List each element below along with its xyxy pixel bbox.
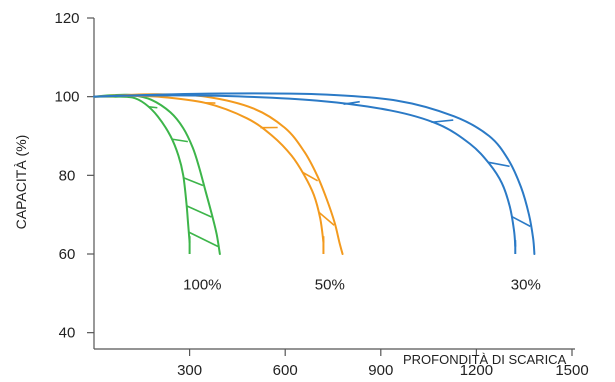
x-tick-label: 600 xyxy=(273,362,298,379)
series-hatch xyxy=(186,205,212,218)
series-lower-line xyxy=(93,94,325,244)
series-hatch xyxy=(487,161,510,168)
series-hatch xyxy=(343,100,360,105)
series-hatch xyxy=(317,211,335,226)
series-layer: 100% 50% 30% xyxy=(93,92,541,293)
series-100pct: 100% xyxy=(93,93,222,293)
series-hatch xyxy=(301,171,319,182)
series-hatch xyxy=(183,176,204,187)
axes xyxy=(93,18,575,350)
x-tick-label: 300 xyxy=(177,362,202,379)
series-hatch xyxy=(147,105,158,109)
x-tick-label: 1500 xyxy=(555,362,588,379)
y-axis-title: CAPACITÀ (%) xyxy=(13,135,29,230)
x-tick-label: 900 xyxy=(368,362,393,379)
series-upper-line xyxy=(93,92,536,255)
y-ticks: 40 60 80 100 120 xyxy=(54,10,94,342)
y-tick-label: 100 xyxy=(54,89,79,106)
series-label: 100% xyxy=(183,276,221,293)
x-tick-label: 1200 xyxy=(460,362,493,379)
y-tick-label: 40 xyxy=(59,325,76,342)
series-30pct: 30% xyxy=(93,92,541,293)
series-label: 50% xyxy=(315,276,345,293)
y-tick-label: 120 xyxy=(54,10,79,27)
x-ticks: 300 600 900 1200 1500 xyxy=(177,349,589,379)
series-hatch xyxy=(171,138,188,143)
annotations: PROFONDITÀ DI SCARICA xyxy=(403,352,567,367)
series-hatch xyxy=(511,215,531,228)
series-hatch xyxy=(431,119,454,124)
y-tick-label: 80 xyxy=(59,167,76,184)
y-tick-label: 60 xyxy=(59,246,76,263)
annotation-text: PROFONDITÀ DI SCARICA xyxy=(403,352,567,367)
series-hatch xyxy=(188,231,219,248)
series-lower-line xyxy=(93,94,517,248)
series-label: 30% xyxy=(511,276,541,293)
series-upper-line xyxy=(93,93,221,255)
series-50pct: 50% xyxy=(93,93,345,293)
